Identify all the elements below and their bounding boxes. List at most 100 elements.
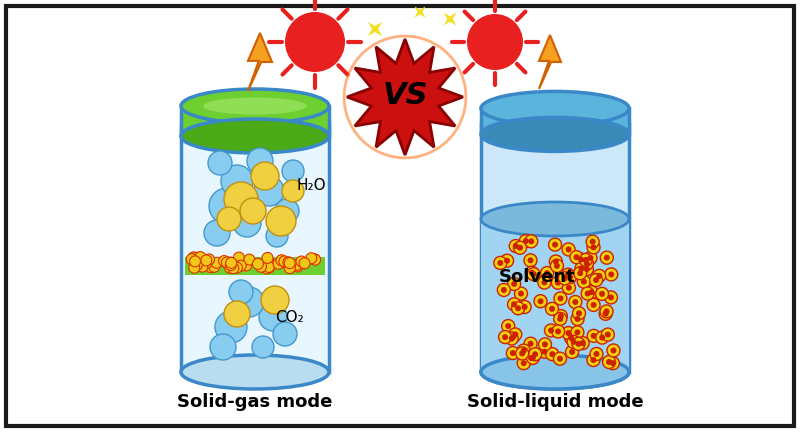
Circle shape xyxy=(588,289,594,295)
Circle shape xyxy=(201,255,212,266)
Circle shape xyxy=(567,335,580,348)
Circle shape xyxy=(567,274,573,280)
Circle shape xyxy=(542,280,547,286)
Polygon shape xyxy=(347,39,463,155)
Circle shape xyxy=(606,357,619,370)
Circle shape xyxy=(577,270,583,276)
Circle shape xyxy=(574,254,579,260)
Circle shape xyxy=(548,327,554,334)
Circle shape xyxy=(596,331,609,344)
Circle shape xyxy=(217,207,241,231)
Circle shape xyxy=(296,256,307,267)
Circle shape xyxy=(261,286,289,314)
Circle shape xyxy=(225,262,235,273)
Circle shape xyxy=(514,287,527,300)
Circle shape xyxy=(594,351,599,357)
Circle shape xyxy=(557,356,563,362)
Circle shape xyxy=(552,325,565,338)
Circle shape xyxy=(541,267,554,280)
Circle shape xyxy=(570,339,577,345)
Circle shape xyxy=(306,253,317,264)
Circle shape xyxy=(188,252,199,263)
Circle shape xyxy=(211,257,222,268)
Circle shape xyxy=(528,238,534,245)
Circle shape xyxy=(512,331,518,337)
Circle shape xyxy=(581,279,587,285)
Circle shape xyxy=(542,349,547,355)
Circle shape xyxy=(530,271,537,277)
Circle shape xyxy=(538,345,551,358)
Circle shape xyxy=(521,360,526,366)
Circle shape xyxy=(584,266,590,272)
FancyBboxPatch shape xyxy=(181,106,329,136)
Circle shape xyxy=(606,359,612,365)
Circle shape xyxy=(538,276,551,289)
Circle shape xyxy=(498,260,503,266)
Circle shape xyxy=(519,350,525,356)
FancyBboxPatch shape xyxy=(181,124,329,372)
Circle shape xyxy=(590,333,597,339)
Circle shape xyxy=(203,254,214,265)
Circle shape xyxy=(587,241,600,254)
Circle shape xyxy=(554,292,567,305)
Circle shape xyxy=(580,263,594,276)
Circle shape xyxy=(558,313,564,319)
Circle shape xyxy=(262,252,273,264)
Circle shape xyxy=(580,257,594,270)
FancyBboxPatch shape xyxy=(481,219,629,372)
Circle shape xyxy=(602,328,614,341)
Ellipse shape xyxy=(481,92,629,125)
Circle shape xyxy=(590,238,596,245)
Circle shape xyxy=(595,287,609,300)
Circle shape xyxy=(565,272,571,278)
Circle shape xyxy=(599,335,606,340)
Circle shape xyxy=(603,308,610,314)
Circle shape xyxy=(605,268,618,281)
Circle shape xyxy=(555,280,561,286)
Circle shape xyxy=(608,294,614,300)
Circle shape xyxy=(558,272,571,285)
Polygon shape xyxy=(539,35,561,89)
Circle shape xyxy=(254,176,284,206)
Circle shape xyxy=(509,328,522,341)
Circle shape xyxy=(590,273,602,286)
Circle shape xyxy=(576,337,589,349)
Circle shape xyxy=(553,258,559,264)
Circle shape xyxy=(570,251,583,264)
Circle shape xyxy=(566,330,571,336)
Circle shape xyxy=(599,307,612,320)
Circle shape xyxy=(262,263,272,274)
Circle shape xyxy=(498,330,511,343)
Circle shape xyxy=(517,245,523,251)
Circle shape xyxy=(585,291,590,296)
Circle shape xyxy=(550,351,555,357)
Circle shape xyxy=(527,257,534,264)
Circle shape xyxy=(195,252,206,263)
Circle shape xyxy=(186,254,198,265)
Circle shape xyxy=(605,332,611,337)
Circle shape xyxy=(587,329,600,342)
Circle shape xyxy=(518,357,530,370)
Text: Solid-gas mode: Solid-gas mode xyxy=(178,393,333,411)
Circle shape xyxy=(226,257,236,268)
Circle shape xyxy=(506,323,511,329)
Circle shape xyxy=(518,344,530,357)
Circle shape xyxy=(224,182,258,216)
Circle shape xyxy=(299,258,310,269)
Circle shape xyxy=(508,277,521,290)
Circle shape xyxy=(569,349,575,355)
Circle shape xyxy=(546,302,558,315)
Circle shape xyxy=(309,254,320,265)
Circle shape xyxy=(590,357,597,363)
Circle shape xyxy=(518,291,524,297)
Circle shape xyxy=(578,275,590,288)
Circle shape xyxy=(538,338,551,351)
Circle shape xyxy=(224,301,250,327)
Circle shape xyxy=(208,151,232,175)
Circle shape xyxy=(610,360,616,366)
Circle shape xyxy=(234,252,245,263)
Circle shape xyxy=(225,257,235,268)
Circle shape xyxy=(515,305,521,311)
Circle shape xyxy=(529,348,542,361)
Polygon shape xyxy=(414,6,426,18)
